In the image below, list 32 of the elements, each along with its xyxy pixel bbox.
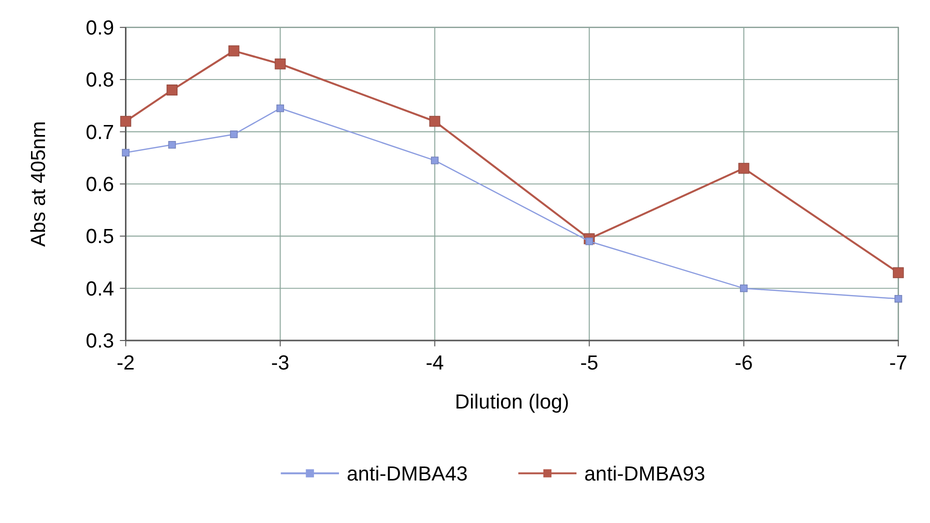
point [738,162,750,174]
x-tick-label: -4 [426,352,444,375]
point [166,84,178,96]
x-tick-label: -6 [734,352,753,375]
y-axis-title: Abs at 405nm [28,121,50,247]
point [892,267,904,278]
y-tick-label: 0.4 [86,278,114,300]
y-tick-label: 0.3 [86,330,114,353]
point [894,294,902,303]
y-tick-label: 0.6 [86,174,114,196]
point [122,148,130,156]
x-tick-label: -2 [116,352,135,375]
point [230,130,238,138]
point [585,238,594,246]
y-tick-label: 0.8 [86,70,114,92]
x-tick-label: -3 [271,352,290,375]
point [740,284,748,292]
legend-label: anti-DMBA93 [584,463,706,486]
point [430,156,439,164]
point [120,116,132,127]
point [168,140,176,149]
x-axis-title: Dilution (log) [454,391,570,414]
point [276,104,284,112]
y-tick-label: 0.7 [86,122,114,144]
point [274,58,286,70]
y-tick-label: 0.9 [86,18,114,40]
y-tick-label: 0.5 [86,226,114,248]
x-tick-label: -7 [889,352,908,375]
x-tick-label: -5 [580,352,598,375]
point [228,45,240,56]
legend-label: anti-DMBA43 [346,463,468,486]
point [429,116,440,127]
